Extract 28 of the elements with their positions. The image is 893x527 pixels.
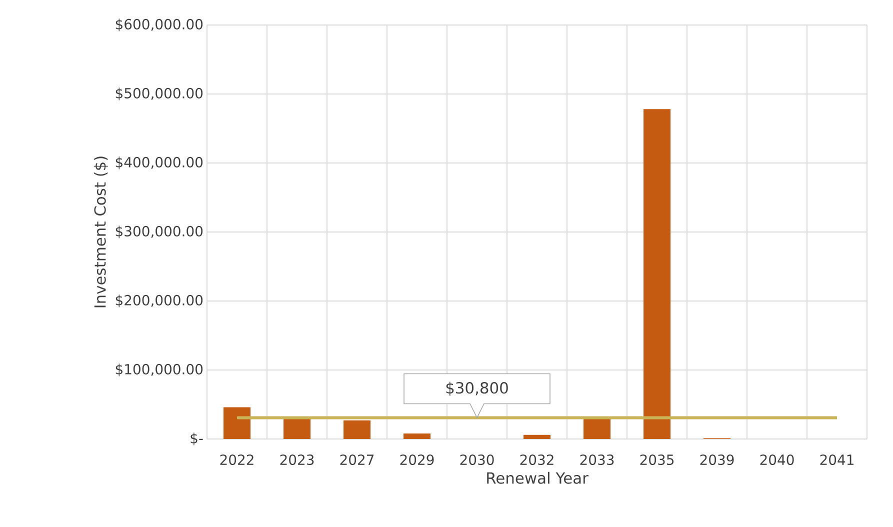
- x-tick-label: 2029: [400, 454, 434, 466]
- bar: [584, 418, 611, 439]
- y-tick-label: $500,000.00: [116, 88, 203, 100]
- x-tick-label: 2030: [460, 454, 494, 466]
- y-tick-label: $100,000.00: [116, 364, 203, 376]
- bar: [524, 434, 551, 439]
- bar: [404, 433, 431, 439]
- y-tick-label: $400,000.00: [116, 156, 203, 170]
- x-tick-label: 2023: [280, 454, 314, 466]
- x-axis-title: Renewal Year: [487, 472, 588, 484]
- x-tick-label: 2022: [220, 454, 254, 466]
- y-tick-label: $600,000.00: [116, 18, 203, 32]
- x-tick-label: 2040: [760, 454, 794, 466]
- x-tick-label: 2035: [640, 454, 674, 466]
- x-tick-label: 2039: [700, 454, 734, 466]
- bar: [644, 109, 671, 439]
- annotation: $30,800: [446, 382, 508, 396]
- y-tick-label: $200,000.00: [116, 294, 203, 308]
- y-tick-label: $-: [190, 432, 203, 446]
- bar: [344, 420, 371, 439]
- y-axis-title: Investment Cost ($): [94, 156, 108, 308]
- x-tick-label: 2041: [820, 454, 854, 466]
- y-tick-label: $300,000.00: [116, 226, 203, 238]
- x-tick-label: 2027: [340, 454, 374, 466]
- x-tick-label: 2032: [520, 454, 554, 466]
- bar: [224, 407, 251, 439]
- bar: [284, 418, 311, 439]
- x-tick-label: 2033: [580, 454, 614, 466]
